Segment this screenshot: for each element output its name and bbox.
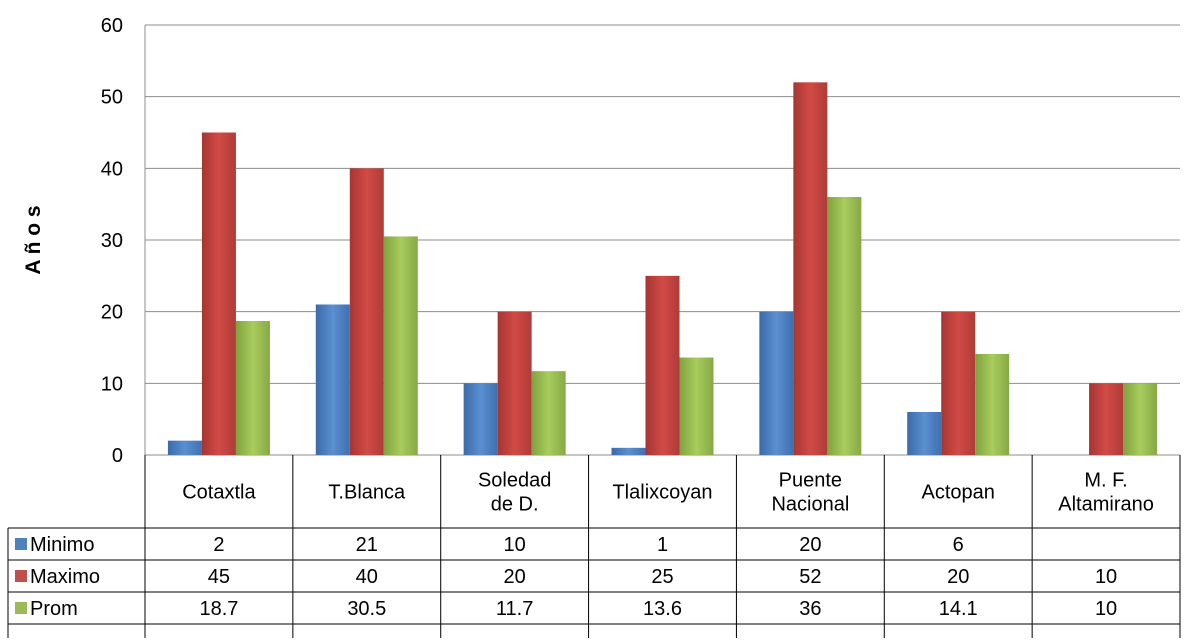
- category-label: Cotaxtla: [182, 482, 256, 504]
- bar-maximo: [793, 82, 828, 455]
- y-tick-label: 10: [101, 373, 123, 395]
- bar-minimo: [167, 440, 202, 455]
- data-value-cell: 20: [799, 534, 821, 556]
- series-name-maximo: Maximo: [30, 566, 100, 588]
- bar-minimo: [315, 304, 350, 455]
- bars: [167, 82, 1158, 456]
- y-axis-ticks: 0 10 20 30 40 50 60: [101, 15, 123, 467]
- data-value-cell: 25: [651, 566, 673, 588]
- category-label: Actopan: [922, 482, 995, 504]
- bar-prom: [1123, 383, 1158, 455]
- data-table: Cotaxtla T.Blanca Soledad de D. Tlalixcoyan P…: [7, 455, 1181, 638]
- data-value-cell: 1: [657, 534, 668, 556]
- bar-prom: [827, 197, 862, 455]
- bar-maximo: [349, 168, 384, 456]
- bar-maximo: [645, 275, 680, 455]
- data-value-cell: 10: [1095, 598, 1117, 620]
- data-value-cell: 10: [504, 534, 526, 556]
- category-label: Puente Nacional: [771, 470, 849, 516]
- category-label: T.Blanca: [328, 482, 406, 504]
- bar-maximo: [201, 132, 236, 455]
- bar-maximo: [497, 311, 532, 455]
- data-value-cell: 10: [1095, 566, 1117, 588]
- y-tick-label: 40: [101, 158, 123, 180]
- bar-prom: [235, 320, 270, 455]
- bar-maximo: [941, 311, 976, 455]
- bar-minimo: [759, 311, 794, 455]
- category-label: Soledad de D.: [478, 470, 551, 516]
- bar-minimo: [611, 447, 646, 455]
- y-tick-label: 20: [101, 302, 123, 324]
- y-tick-label: 50: [101, 87, 123, 109]
- series-name-minimo: Minimo: [30, 534, 94, 556]
- bar-minimo: [907, 412, 942, 455]
- bar-prom: [383, 236, 418, 455]
- data-value-cell: 6: [953, 534, 964, 556]
- data-value-cell: 18.7: [199, 598, 238, 620]
- y-tick-label: 0: [112, 445, 123, 467]
- y-axis-label: A ñ o s: [22, 205, 45, 274]
- data-value-cell: 30.5: [347, 598, 386, 620]
- data-value-cell: 14.1: [939, 598, 978, 620]
- bar-minimo: [463, 383, 498, 455]
- data-value-cell: 40: [356, 566, 378, 588]
- series-name-prom: Prom: [30, 598, 78, 620]
- bar-prom: [975, 353, 1010, 455]
- legend-key-maximo: [15, 570, 27, 582]
- data-value-cell: 52: [799, 566, 821, 588]
- legend-key-prom: [15, 602, 27, 614]
- bar-maximo: [1089, 383, 1124, 455]
- data-value-cell: 45: [208, 566, 230, 588]
- category-label: Tlalixcoyan: [612, 482, 712, 504]
- data-value-cell: 2: [213, 534, 224, 556]
- data-value-cell: 11.7: [496, 598, 533, 620]
- bar-prom: [531, 371, 566, 455]
- data-value-cell: 21: [356, 534, 378, 556]
- data-value-cell: 13.6: [643, 598, 682, 620]
- y-tick-label: 30: [101, 230, 123, 252]
- legend-key-minimo: [15, 538, 27, 550]
- data-value-cell: 20: [947, 566, 969, 588]
- category-label: M. F. Altamirano: [1058, 470, 1154, 516]
- data-value-cell: 36: [799, 598, 821, 620]
- bar-prom: [679, 357, 714, 455]
- data-value-cell: 20: [504, 566, 526, 588]
- y-tick-label: 60: [101, 15, 123, 37]
